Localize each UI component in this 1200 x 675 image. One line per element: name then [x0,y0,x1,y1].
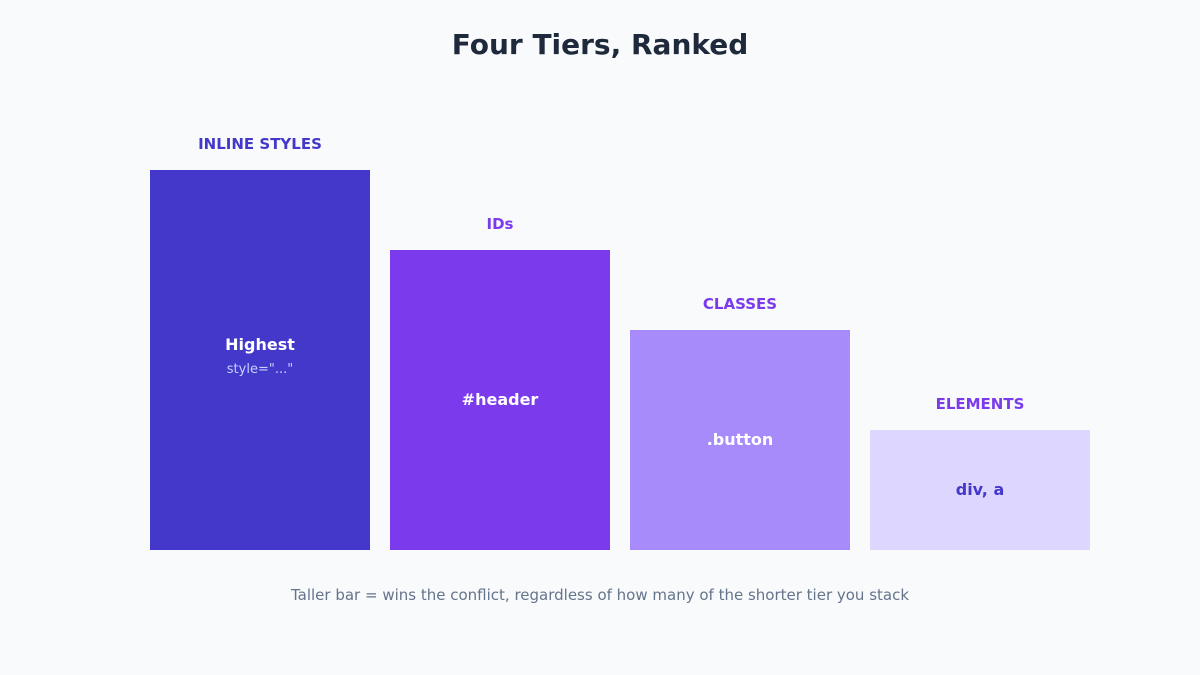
tier-example-elements: div, a [955,480,1005,499]
page-title: Four Tiers, Ranked [451,28,749,61]
tier-bar-elements [870,430,1090,550]
tier-label-classes: CLASSES [702,295,778,313]
tier-example-ids: #header [461,390,539,409]
tier-bar-inline-styles [150,170,370,550]
tier-label-ids: IDs [486,215,514,233]
tier-label-elements: ELEMENTS [935,395,1025,413]
tier-example-inline-styles: Highest [225,335,295,354]
tier-bar-classes [630,330,850,550]
tier-example-classes: .button [706,430,774,449]
caption: Taller bar = wins the conflict, regardle… [290,586,910,604]
tier-bar-ids [390,250,610,550]
tier-example-sub-inline-styles: style="..." [226,362,294,377]
tier-label-inline-styles: INLINE STYLES [198,135,322,153]
